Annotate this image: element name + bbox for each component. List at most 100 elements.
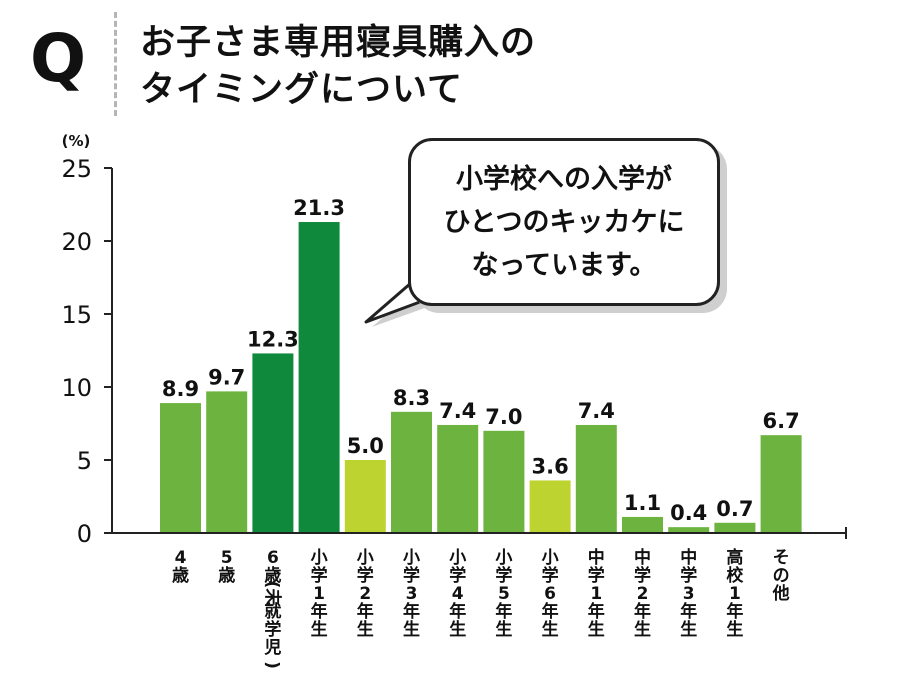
x-tick-label: 歳 <box>172 565 189 586</box>
callout-line-2: ひとつのキッカケに <box>443 206 685 238</box>
bar <box>760 435 802 533</box>
x-tick-label: 歳 <box>218 565 235 586</box>
x-tick-label: 他 <box>772 583 790 604</box>
bar-value-label: 6.7 <box>762 409 799 433</box>
bar-value-label: 5.0 <box>347 434 384 458</box>
x-tick-label: 3 <box>683 584 695 604</box>
x-tick-label: 年 <box>403 601 420 622</box>
y-tick-label: 5 <box>77 447 92 475</box>
x-tick-label: 5 <box>221 548 233 568</box>
x-tick-label: 1 <box>313 584 325 604</box>
x-tick-label: 学 <box>588 565 605 586</box>
bar <box>714 522 756 533</box>
x-tick-label: 就 <box>264 601 281 622</box>
bar-value-label: 3.6 <box>531 454 568 478</box>
x-tick-label: 学 <box>495 565 512 586</box>
x-tick-label: 生 <box>588 619 605 640</box>
bar-value-label: 0.4 <box>670 501 707 525</box>
bar <box>622 516 663 533</box>
x-tick-label: 小 <box>542 548 559 568</box>
bar <box>575 424 617 533</box>
x-tick-label: 学 <box>680 565 697 586</box>
x-tick-label: (未 <box>262 581 283 606</box>
x-tick-label: 生 <box>357 619 374 640</box>
bar <box>252 353 294 533</box>
page-title: お子さま専用寝具購入の タイミングについて <box>140 20 536 114</box>
x-tick-label: 児 <box>263 638 281 658</box>
x-tick-label: 中 <box>680 547 697 568</box>
x-tick-label: 小 <box>357 548 374 568</box>
x-tick-label: そ <box>773 548 790 568</box>
x-tick-label: 小 <box>311 548 328 568</box>
x-tick-label: 年 <box>542 601 559 622</box>
x-tick-label: 生 <box>495 619 512 640</box>
title-line-2: タイミングについて <box>140 70 463 110</box>
bar <box>160 403 201 533</box>
x-tick-label: 生 <box>403 619 420 640</box>
callout-bubble: 小学校への入学が ひとつのキッカケに なっています。 <box>408 138 720 306</box>
x-tick-label: 歳 <box>264 565 281 586</box>
bar-value-label: 9.7 <box>208 365 245 389</box>
y-tick-label: 15 <box>61 301 92 329</box>
callout-line-1: 小学校への入学が <box>456 163 672 195</box>
x-tick-label: 学 <box>403 565 420 586</box>
bar-value-label: 8.9 <box>162 377 199 401</box>
x-tick-label: 2 <box>637 584 649 604</box>
x-tick-label: 年 <box>449 601 466 622</box>
x-tick-label: 年 <box>634 601 651 622</box>
bar <box>298 222 340 533</box>
title-line-1: お子さま専用寝具購入の <box>140 23 537 63</box>
y-tick-label: 0 <box>77 520 92 548</box>
x-tick-label: 小 <box>403 548 420 568</box>
header-divider <box>114 12 117 116</box>
bar-value-label: 12.3 <box>247 327 299 351</box>
x-tick-label: 年 <box>311 601 328 622</box>
x-tick-label: 学 <box>449 565 466 586</box>
x-tick-label: 高 <box>726 547 743 568</box>
x-tick-label: 年 <box>588 601 605 622</box>
x-tick-label: 6 <box>544 584 556 604</box>
x-tick-label: 4 <box>175 548 187 568</box>
x-tick-label: 生 <box>634 619 651 640</box>
x-tick-label: 小 <box>449 548 466 568</box>
x-tick-label: 1 <box>590 584 602 604</box>
x-tick-label: 小 <box>495 548 512 568</box>
q-mark: Q <box>30 20 86 97</box>
x-tick-label: 6 <box>267 548 279 568</box>
x-tick-label: 年 <box>726 601 743 622</box>
bar-value-label: 21.3 <box>293 196 345 220</box>
bar <box>391 411 432 533</box>
x-tick-label: 生 <box>311 619 328 640</box>
bar-value-label: 7.4 <box>578 399 615 423</box>
x-tick-label: 学 <box>542 565 559 586</box>
x-tick-label: 生 <box>680 619 697 640</box>
x-tick-label: 学 <box>634 565 651 586</box>
bar <box>437 424 479 533</box>
x-tick-label: 校 <box>726 565 744 586</box>
bar <box>529 480 571 533</box>
x-tick-label: 5 <box>498 584 510 604</box>
y-tick-label: 10 <box>61 374 92 402</box>
bar <box>483 430 525 533</box>
x-tick-label: 中 <box>588 547 605 568</box>
x-tick-label: の <box>773 566 790 586</box>
bar <box>668 527 710 533</box>
x-tick-label: ) <box>262 661 282 669</box>
bar-value-label: 7.0 <box>485 405 522 429</box>
x-tick-label: 4 <box>452 584 464 604</box>
bar-value-label: 7.4 <box>439 399 476 423</box>
x-tick-label: 1 <box>729 584 741 604</box>
x-tick-label: 中 <box>634 547 651 568</box>
x-tick-label: 年 <box>680 601 697 622</box>
bar <box>206 391 248 533</box>
x-tick-label: 年 <box>495 601 512 622</box>
x-tick-label: 年 <box>357 601 374 622</box>
x-tick-label: 学 <box>264 619 281 640</box>
bar-value-label: 0.7 <box>716 497 753 521</box>
x-tick-label: 2 <box>359 584 371 604</box>
x-tick-label: 生 <box>449 619 466 640</box>
y-axis-label: (%) <box>62 132 91 150</box>
x-tick-label: 学 <box>311 565 328 586</box>
bar-value-label: 1.1 <box>624 491 661 515</box>
